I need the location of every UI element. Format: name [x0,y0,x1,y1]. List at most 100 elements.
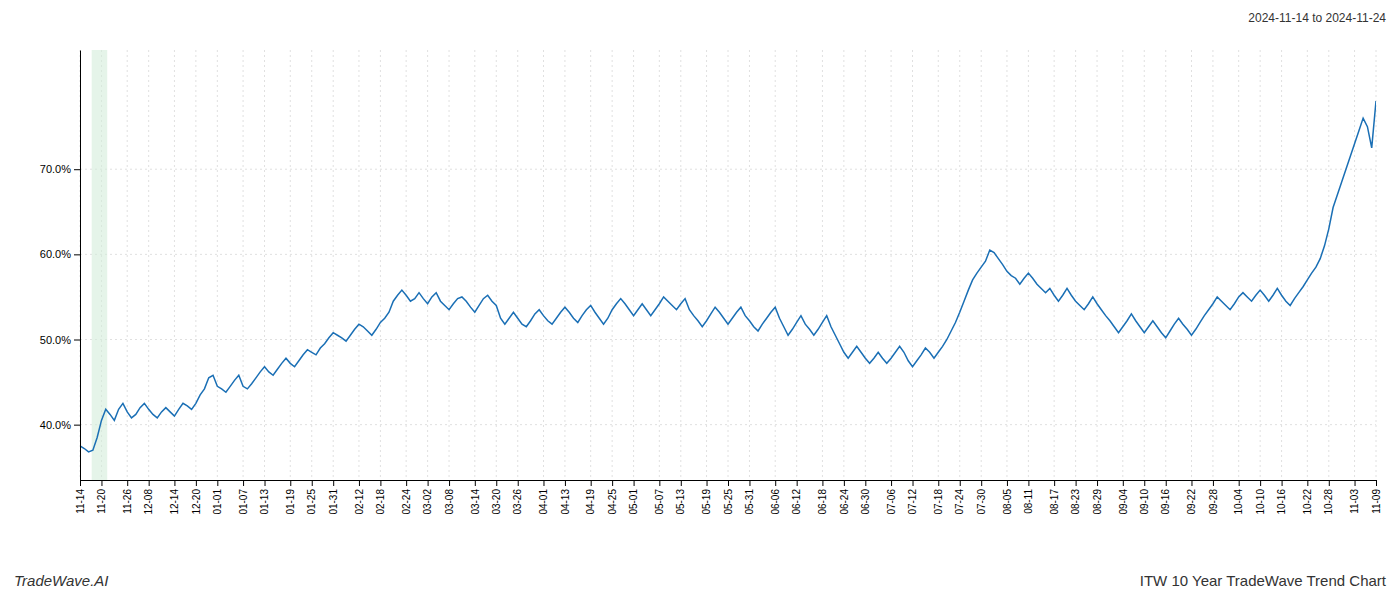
x-tick-label: 05-19 [701,489,712,515]
x-tick: 11-20 [96,480,107,514]
x-tick-label: 04-13 [560,489,571,515]
x-tick-label: 10-22 [1302,489,1313,515]
x-tick-label: 08-05 [1002,489,1013,515]
x-tick-label: 08-29 [1092,489,1103,515]
x-grid-line [938,50,939,480]
x-tick-label: 09-04 [1118,489,1129,515]
y-tick-label: 60.0% [40,248,71,260]
x-tick-label: 09-28 [1208,489,1219,515]
y-grid-line [80,254,1376,255]
x-tick: 05-13 [675,480,686,515]
x-tick: 08-17 [1049,480,1060,515]
x-grid-line [517,50,518,480]
x-tick: 06-12 [791,480,802,515]
x-tick: 09-22 [1186,480,1197,515]
x-tick-label: 07-18 [933,489,944,515]
x-grid-line [1281,50,1282,480]
x-tick-label: 05-07 [654,489,665,515]
x-tick-label: 06-30 [860,489,871,515]
subtitle: 2024-11-14 to 2024-11-24 [1248,11,1386,25]
y-grid-line [80,169,1376,170]
x-tick-label: 06-12 [791,489,802,515]
x-tick: 09-28 [1208,480,1219,515]
x-tick: 08-11 [1023,480,1034,514]
x-tick-mark [634,480,635,486]
x-tick-label: 10-04 [1233,489,1244,515]
x-tick: 10-22 [1302,480,1313,515]
x-tick-mark [243,480,244,486]
x-grid-line [775,50,776,480]
y-tick: 40.0% [40,419,80,431]
x-tick-label: 06-06 [770,489,781,515]
x-tick-mark [1028,480,1029,486]
x-grid-line [311,50,312,480]
x-tick-label: 05-25 [723,489,734,515]
x-grid-line [612,50,613,480]
x-tick: 03-02 [422,480,433,515]
x-tick-mark [707,480,708,486]
grid [80,50,1376,480]
x-tick-mark [380,480,381,486]
annotation: TradeWave.AI [14,572,108,589]
x-tick-mark [612,480,613,486]
x-tick: 09-04 [1118,480,1129,515]
x-tick-mark [518,480,519,486]
x-tick-label: 05-13 [675,489,686,515]
y-tick: 70.0% [40,163,80,175]
x-grid-line [1144,50,1145,480]
x-tick-label: 08-17 [1049,489,1060,515]
x-tick-mark [1007,480,1008,486]
x-tick-mark [1329,480,1330,486]
x-grid-line [981,50,982,480]
x-tick: 07-12 [907,480,918,515]
x-tick-label: 03-26 [512,489,523,515]
x-tick-label: 02-12 [354,489,365,515]
x-tick: 03-20 [491,480,502,515]
x-tick-mark [1191,480,1192,486]
x-tick-mark [1355,480,1356,486]
x-tick-label: 04-01 [538,489,549,515]
x-tick-label: 11-20 [96,489,107,514]
x-tick-label: 03-08 [444,489,455,515]
x-tick-mark [865,480,866,486]
x-tick: 02-24 [401,480,412,515]
x-tick-label: 03-02 [422,489,433,515]
x-grid-line [290,50,291,480]
x-tick-label: 06-18 [817,489,828,515]
x-tick-label: 09-16 [1160,489,1171,515]
line [80,101,1376,452]
x-tick-mark [449,480,450,486]
x-tick: 06-18 [817,480,828,515]
x-tick-mark [149,480,150,486]
x-tick-mark [960,480,961,486]
x-grid-line [822,50,823,480]
x-tick: 11-14 [75,480,86,514]
x-tick: 03-26 [512,480,523,515]
x-tick: 02-12 [354,480,365,515]
x-tick: 05-01 [628,480,639,515]
x-tick-label: 12-20 [191,489,202,515]
x-tick-mark [565,480,566,486]
y-tick: 60.0% [40,248,80,260]
x-tick-label: 10-16 [1276,489,1287,515]
x-tick-mark [775,480,776,486]
x-tick-mark [101,480,102,486]
x-grid-line [1097,50,1098,480]
x-tick-mark [1307,480,1308,486]
x-tick: 11-03 [1349,480,1360,514]
x-tick-label: 06-24 [839,489,850,515]
x-tick-label: 07-30 [976,489,987,515]
x-tick-mark [913,480,914,486]
x-grid-line [706,50,707,480]
y-tick-label: 70.0% [40,163,71,175]
x-tick-mark [1123,480,1124,486]
x-tick-label: 12-08 [143,489,154,515]
x-grid-line [796,50,797,480]
x-tick: 05-19 [701,480,712,515]
x-tick-label: 02-18 [375,489,386,515]
x-grid-line [496,50,497,480]
x-grid-line [243,50,244,480]
x-grid-line [264,50,265,480]
x-tick: 04-25 [607,480,618,515]
x-tick-mark [217,480,218,486]
